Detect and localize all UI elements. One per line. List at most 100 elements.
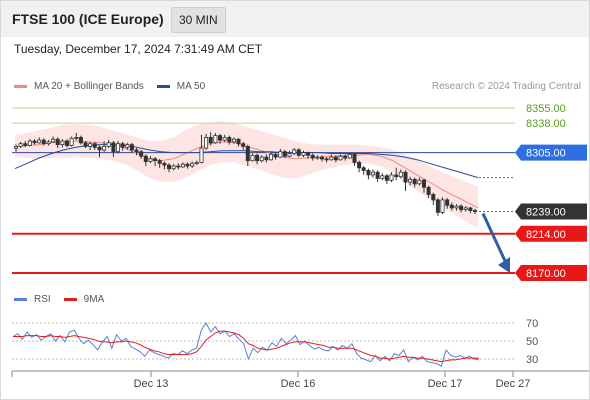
candle [472,208,477,215]
x-axis-label: Dec 27 [496,378,531,390]
candle-body [296,149,301,156]
candle [55,137,60,149]
candle [310,153,315,161]
candle [273,152,278,160]
candle-body [417,179,422,185]
candle-body [37,139,42,144]
candle-body [338,155,343,161]
candle [268,152,273,161]
candle [398,169,403,179]
candle-body [459,205,464,211]
candle-body [157,160,162,164]
candle [37,137,42,144]
candle-body [171,165,176,170]
legend-label: 9MA [83,294,105,305]
candle [102,141,107,152]
candle [421,178,426,193]
rsi-line [12,322,480,367]
candle-body [65,140,70,146]
candle [435,198,440,216]
forecast-arrow-shaft [481,212,508,264]
candle-body [106,142,111,147]
candle-body [116,143,121,153]
candle-body [361,167,366,171]
candle-body [120,143,125,148]
candle-body [394,174,399,178]
candle-body [148,158,153,162]
candle [148,156,153,164]
candle [129,142,134,153]
candle-body [472,210,477,213]
candle [463,206,468,212]
instrument-title: FTSE 100 (ICE Europe) [12,11,164,27]
candle [319,155,324,162]
candle-body [468,207,473,211]
candle-body [241,143,246,147]
interval-button[interactable]: 30 MIN [171,7,226,33]
candle [454,204,459,211]
candle [97,145,102,158]
candle [143,154,148,166]
candle [431,192,436,206]
candle-body [431,194,436,201]
candle [139,149,144,159]
candle-body [166,164,171,170]
candle [231,137,236,144]
legend-item-ma50: MA 50 [156,81,205,92]
legend-label: RSI [34,294,51,305]
rsi-legend: RSI 9MA [14,294,117,305]
candle-body [301,152,306,156]
candle-body [264,156,269,161]
candle [380,173,385,181]
candle-body [333,156,338,161]
candle-body [435,199,440,213]
candle-body [398,171,403,178]
candle-body [421,179,426,188]
candle-body [310,154,315,159]
level-label-8214.00: 8214.00 [526,229,566,241]
candle-body [190,162,195,167]
candle [125,142,130,150]
ma50-swatch [156,85,170,88]
level-label-8338.00: 8338.00 [526,118,566,130]
candle [389,172,394,182]
candle [32,139,37,145]
candle-body [13,145,18,149]
candle-body [217,135,222,141]
candle [259,155,264,163]
candle [194,160,199,166]
candle-body [41,139,46,145]
candle [106,140,111,149]
candle-body [83,142,88,147]
rsi-9ma-line [13,330,479,363]
candle-body [347,153,352,159]
timestamp: Tuesday, December 17, 2024 7:31:49 AM CE… [14,42,263,56]
candle [301,150,306,158]
rsi-level-label-70: 70 [526,318,538,330]
candle [23,141,28,148]
candle [384,174,389,184]
candle-body [255,154,260,162]
candle-body [222,136,227,141]
candle [343,154,348,161]
candle-body [129,144,134,151]
candle-body [74,136,79,139]
candle [65,139,70,148]
ma9-swatch [63,298,77,301]
candle-body [273,153,278,158]
candle [217,133,222,144]
candle-body [69,137,74,146]
candle [357,160,362,173]
bollinger-band [15,121,478,229]
candle [394,167,399,181]
x-axis-label: Dec 17 [428,378,463,390]
candle-body [292,149,297,154]
candle [27,139,32,147]
candle-body [236,138,241,145]
candle [162,161,167,170]
level-tag-8239.00 [515,203,587,220]
candle [190,161,195,168]
candle [74,133,79,141]
candle-body [357,161,362,169]
